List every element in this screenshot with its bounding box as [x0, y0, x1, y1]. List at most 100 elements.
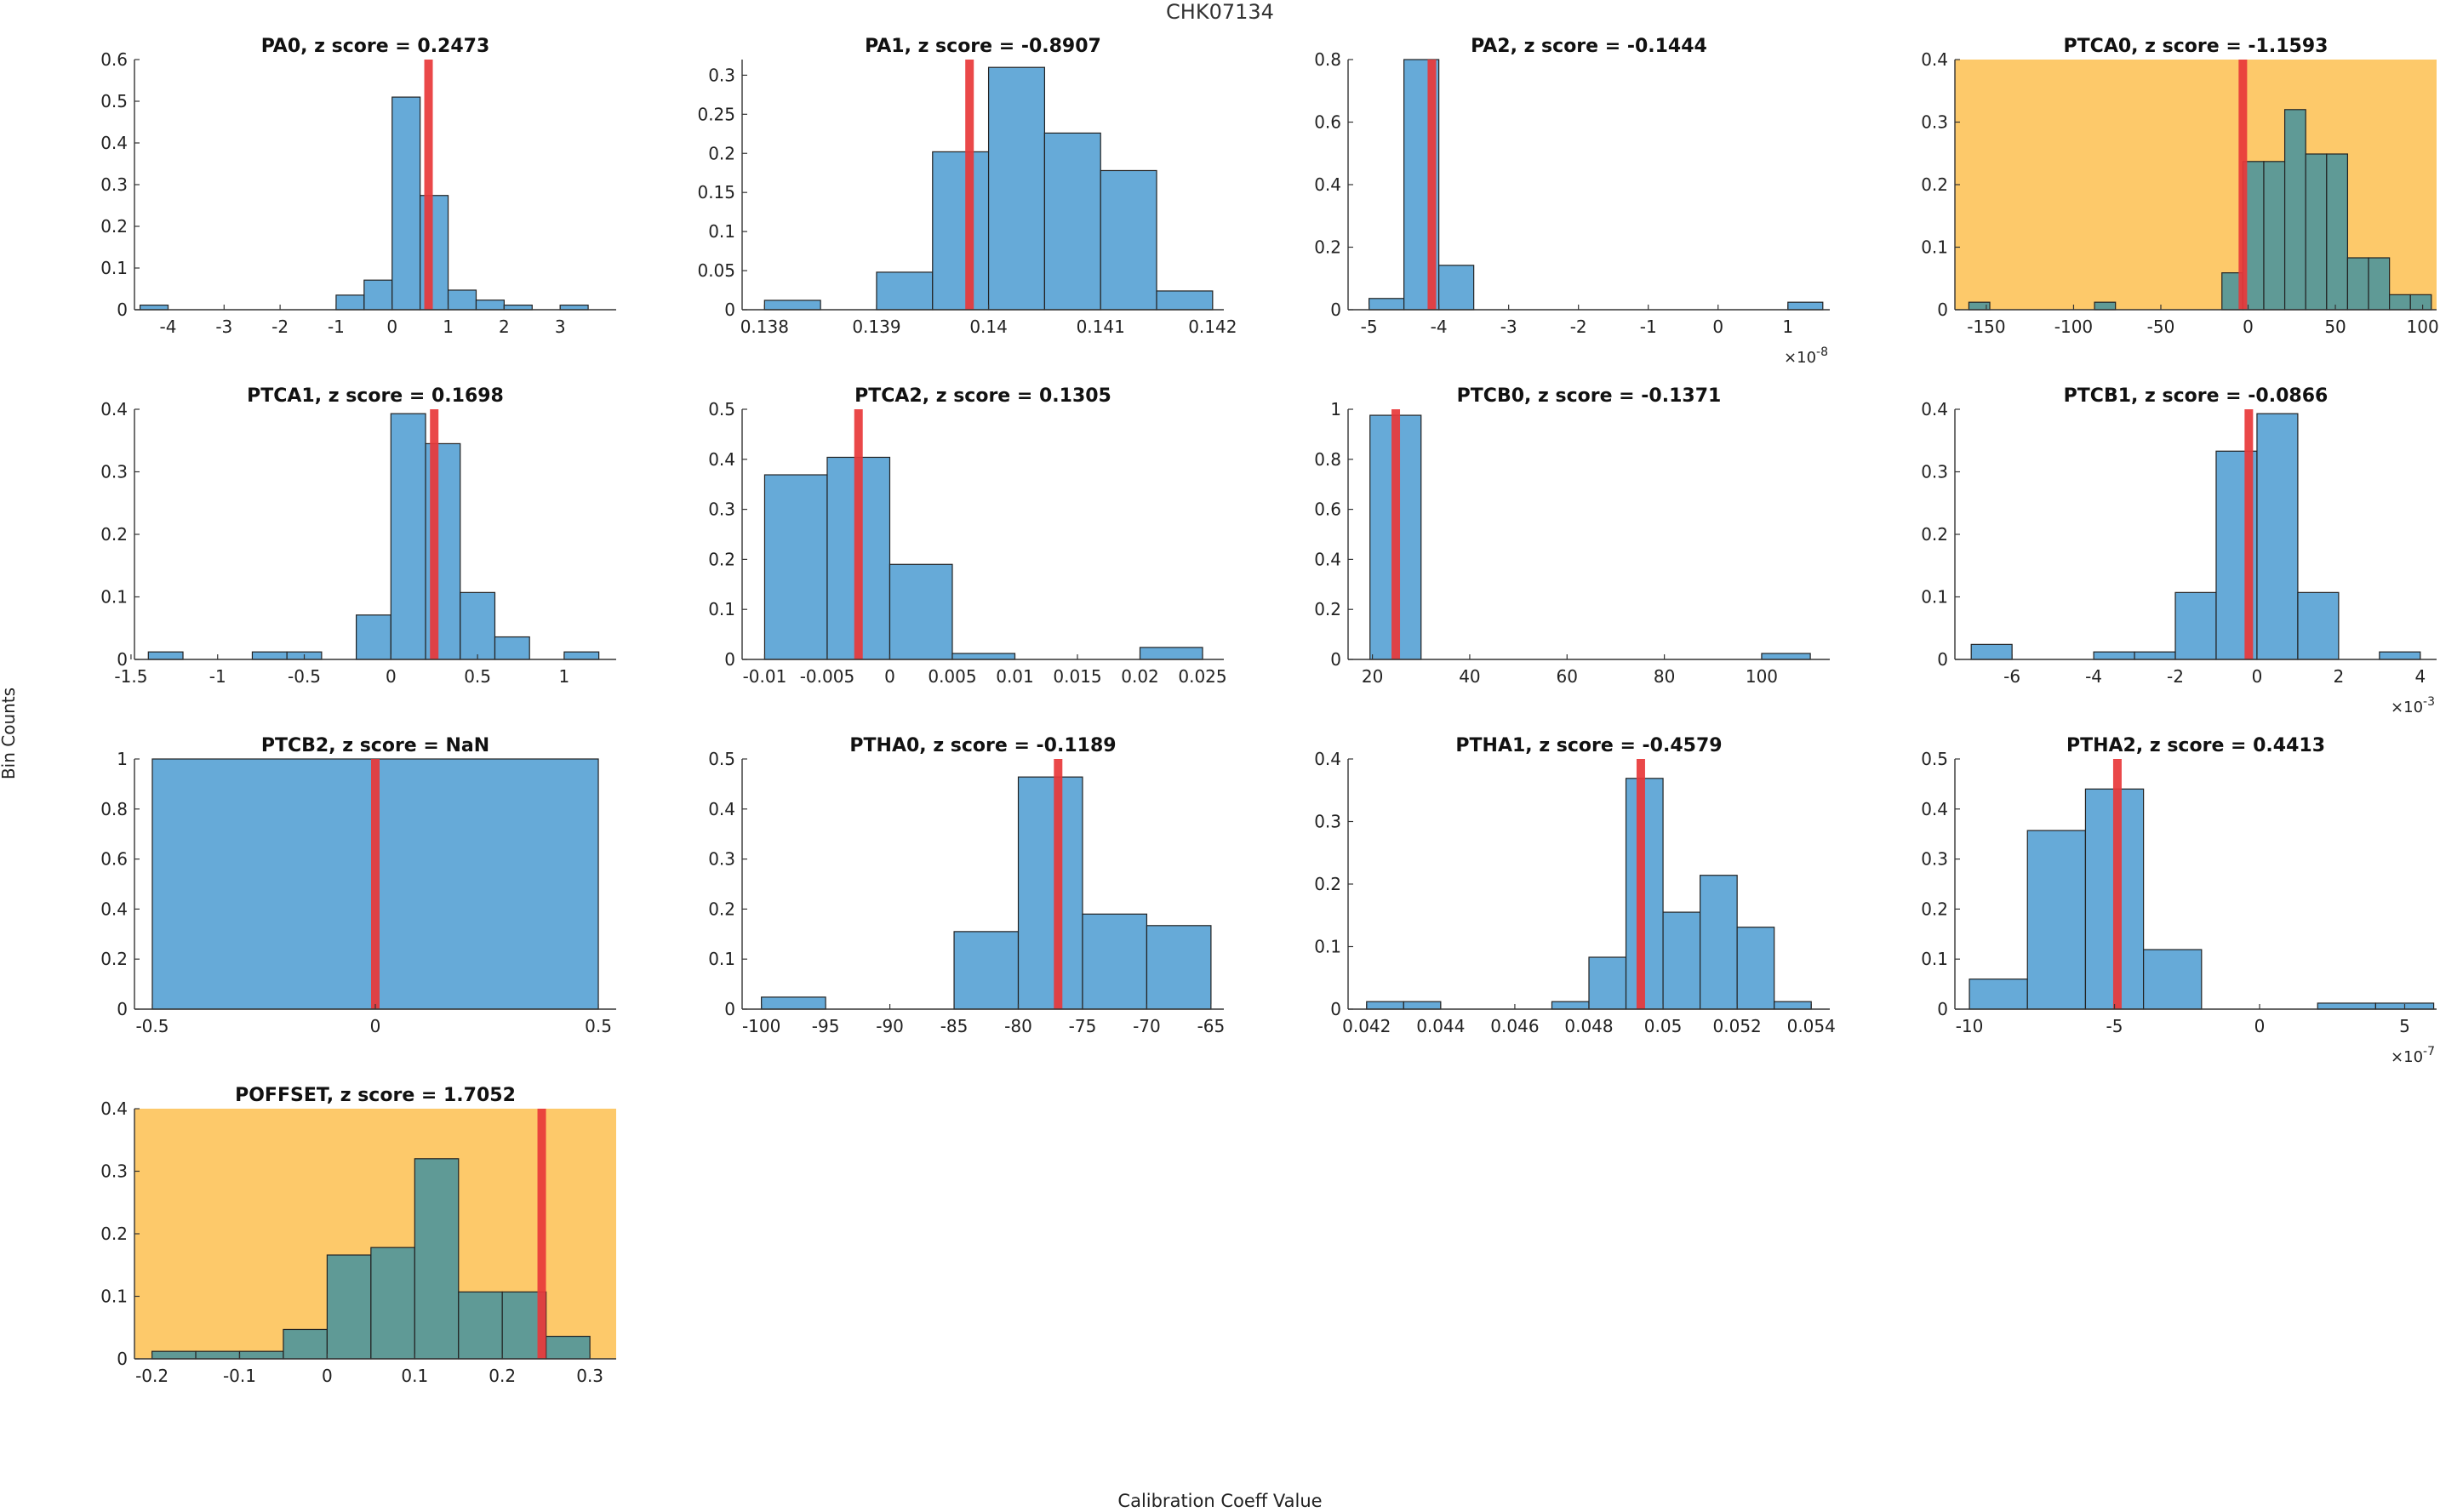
zscore-line [1391, 409, 1401, 659]
x-tick-label: 0.1 [401, 1366, 428, 1386]
y-tick-label: 0.15 [697, 182, 735, 203]
y-tick-label: 0.1 [1921, 587, 1948, 608]
x-tick-label: -65 [1197, 1016, 1226, 1036]
y-tick-label: 0.4 [100, 133, 128, 153]
x-tick-label: 0.142 [1188, 317, 1237, 337]
y-tick-label: 0.1 [100, 258, 128, 278]
histogram-bar [1139, 647, 1203, 660]
subplot-title: PTCA0, z score = -1.1593 [2064, 36, 2329, 57]
y-tick-label: 0.4 [1921, 49, 1948, 70]
subplot-title: PTCA1, z score = 0.1698 [247, 385, 504, 407]
y-tick-label: 0.2 [708, 143, 735, 163]
histogram-bar [1787, 301, 1824, 311]
histogram-bar [2346, 257, 2369, 311]
histogram-bar [139, 305, 169, 311]
subplot-title: PTHA2, z score = 0.4413 [2066, 735, 2325, 756]
histogram-bar [2297, 591, 2340, 660]
zscore-line [2238, 60, 2248, 310]
x-exponent-label: ×10-8 [1784, 345, 1828, 367]
histogram-bar [251, 651, 288, 660]
zscore-line [1427, 60, 1437, 310]
y-tick-label: 1 [117, 749, 128, 769]
histogram-bar [1588, 956, 1627, 1010]
x-tick-label: 0.05 [1644, 1016, 1683, 1036]
zscore-line [854, 409, 863, 659]
x-tick-label: -85 [940, 1016, 969, 1036]
y-tick-label: 0.2 [100, 949, 128, 969]
histogram-bar [1017, 776, 1083, 1010]
subplot-ptha2: 0 0.1 0.2 0.3 0.4 0.5 -10 -5 0 5 ×10-7 PTHA2, z sco… [1921, 735, 2437, 1066]
y-tick-label: 0.3 [708, 499, 735, 520]
y-tick-label: 0.4 [1921, 399, 1948, 419]
histogram-bar [2256, 413, 2299, 660]
y-tick-label: 0.4 [100, 899, 128, 919]
histogram-bar [326, 1254, 372, 1360]
histogram-bar [2283, 109, 2306, 311]
x-tick-label: 0 [370, 1016, 381, 1036]
x-tick-label: 1 [1782, 317, 1793, 337]
x-tick-label: 5 [2399, 1016, 2410, 1036]
subplot-pa2: 0 0.2 0.4 0.6 0.8 -5 -4 -3 -2 -1 0 1 ×10-8 PA2, z sco… [1314, 36, 1830, 367]
y-tick-label: 0.1 [708, 599, 735, 619]
y-tick-label: 0.2 [1921, 174, 1948, 195]
subplot-ptca0: 0 0.1 0.2 0.3 0.4 -150 -100 -50 0 50 100 PTCA0, z s… [1921, 36, 2439, 337]
x-tick-label: 0.005 [928, 666, 976, 687]
x-tick-label: -3 [1500, 317, 1517, 337]
y-tick-label: 0.5 [708, 749, 735, 769]
x-tick-label: 0 [1712, 317, 1723, 337]
histogram-bar [763, 474, 828, 660]
subplot-title: PTCB2, z score = NaN [261, 735, 489, 756]
zscore-line [2112, 759, 2122, 1009]
y-tick-label: 0 [1937, 999, 1948, 1019]
y-tick-label: 0.6 [100, 849, 128, 870]
x-tick-label: 0 [2252, 666, 2263, 687]
y-tick-label: 0.5 [100, 91, 128, 111]
x-tick-label: 0 [322, 1366, 333, 1386]
y-tick-label: 0.6 [1314, 499, 1341, 520]
zscore-line [537, 1109, 546, 1359]
zscore-line [1636, 759, 1645, 1009]
y-tick-label: 0.3 [1314, 812, 1341, 832]
subplot-pa1: 0 0.05 0.1 0.15 0.2 0.25 0.3 0.138 0.139 0.14 0.14… [697, 36, 1237, 337]
x-exponent-power: -7 [2423, 1045, 2435, 1058]
histogram-bar [1369, 298, 1405, 311]
histogram-bar [2026, 830, 2087, 1010]
y-tick-label: 0.2 [100, 1224, 128, 1244]
x-tick-label: -80 [1004, 1016, 1032, 1036]
y-tick-label: 1 [1330, 399, 1341, 419]
x-tick-label: -6 [2003, 666, 2020, 687]
x-tick-label: 0 [386, 317, 397, 337]
y-tick-label: 0.1 [100, 587, 128, 608]
zscore-line [430, 409, 439, 659]
x-tick-label: -4 [1431, 317, 1448, 337]
y-tick-label: 0.5 [1921, 749, 1948, 769]
subplot-title: PTHA0, z score = -0.1189 [849, 735, 1116, 756]
x-tick-label: -0.1 [223, 1366, 256, 1386]
y-tick-label: 0.3 [1921, 849, 1948, 870]
x-tick-label: 0.139 [852, 317, 900, 337]
subplot-ptcb2: 0 0.2 0.4 0.6 0.8 1 -0.5 0 0.5 PTCB2, z score = N… [100, 735, 616, 1036]
y-tick-label: 0.3 [708, 849, 735, 870]
y-tick-label: 0 [117, 999, 128, 1019]
subplot-ptcb1: 0 0.1 0.2 0.3 0.4 -6 -4 -2 0 2 4 ×10-3 PTCB1, z scor… [1921, 385, 2437, 716]
y-tick-label: 0.2 [1921, 899, 1948, 919]
y-tick-label: 0 [1937, 300, 1948, 320]
y-tick-label: 0.4 [708, 449, 735, 470]
histogram-bar [2368, 257, 2391, 311]
y-tick-label: 0.2 [1921, 524, 1948, 545]
x-tick-label: -4 [160, 317, 177, 337]
subplot-ptha0: 0 0.1 0.2 0.3 0.4 0.5 -100 -95 -90 -85 -80 -75 -70 -6… [708, 735, 1225, 1036]
x-tick-label: -2 [2167, 666, 2184, 687]
x-tick-label: -100 [742, 1016, 780, 1036]
zscore-line [424, 60, 433, 310]
subplot-title: PTCA2, z score = 0.1305 [854, 385, 1111, 407]
y-tick-label: 0 [1330, 649, 1341, 670]
histogram-bar [2094, 301, 2117, 311]
x-tick-label: 0.046 [1490, 1016, 1539, 1036]
histogram-bar [1551, 1001, 1590, 1010]
x-exponent-power: -3 [2423, 695, 2435, 709]
y-tick-label: 0.1 [708, 221, 735, 242]
y-tick-label: 0.3 [1921, 462, 1948, 482]
x-tick-label: 0.01 [996, 666, 1034, 687]
y-tick-label: 0.8 [100, 799, 128, 819]
